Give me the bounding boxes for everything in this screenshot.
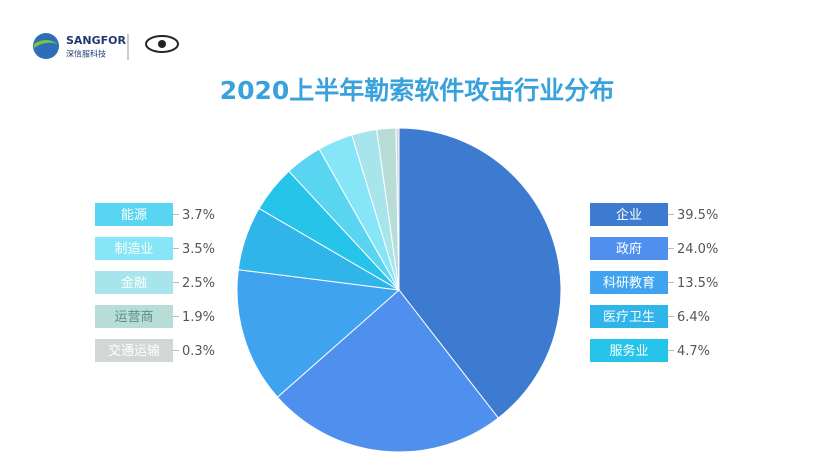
legend-label: 企业: [616, 207, 642, 223]
legend-swatch: [95, 237, 173, 260]
legend-label: 交通运输: [108, 343, 160, 359]
legend-swatch: [95, 305, 173, 328]
legend-swatch: [95, 339, 173, 362]
value-label: 3.7%: [182, 208, 215, 223]
value-label: 2.5%: [182, 276, 215, 291]
legend-swatch: [590, 271, 668, 294]
logo-icon-swirl: [34, 40, 58, 48]
legend-label: 运营商: [114, 310, 153, 325]
partner-logo: [145, 35, 179, 53]
pie-slice: [236, 269, 401, 398]
pie-slice: [398, 127, 562, 419]
logo-brand: SANGFOR: [66, 34, 127, 47]
legend-swatch: [590, 339, 668, 362]
value-label: 3.5%: [182, 242, 215, 257]
value-label: 6.4%: [677, 310, 710, 325]
partner-logo-eye: [158, 40, 166, 48]
chart-title: 2020上半年勒索软件攻击行业分布: [220, 76, 615, 105]
legend-label: 政府: [616, 242, 642, 257]
value-label: 13.5%: [677, 276, 718, 291]
value-label: 1.9%: [182, 310, 215, 325]
legend-label: 科研教育: [603, 275, 655, 291]
logo-subtitle: 深信服科技: [66, 49, 106, 59]
value-label: 39.5%: [677, 208, 718, 223]
pie-slice: [395, 127, 400, 291]
value-label: 24.0%: [677, 242, 718, 257]
legend-swatch: [590, 237, 668, 260]
legend-swatch: [590, 305, 668, 328]
legend-label: 制造业: [114, 242, 153, 257]
logo-icon: [33, 33, 59, 59]
logo: SANGFOR 深信服科技: [33, 33, 179, 60]
legend-swatch: [95, 203, 173, 226]
legend-label: 金融: [121, 275, 147, 291]
value-label: 0.3%: [182, 344, 215, 359]
legend-label: 医疗卫生: [603, 310, 655, 325]
value-label: 4.7%: [677, 344, 710, 359]
legend-swatch: [95, 271, 173, 294]
pie-slice: [276, 289, 499, 453]
legend-swatch: [590, 203, 668, 226]
legend-label: 能源: [121, 208, 147, 223]
legend-label: 服务业: [609, 343, 648, 359]
